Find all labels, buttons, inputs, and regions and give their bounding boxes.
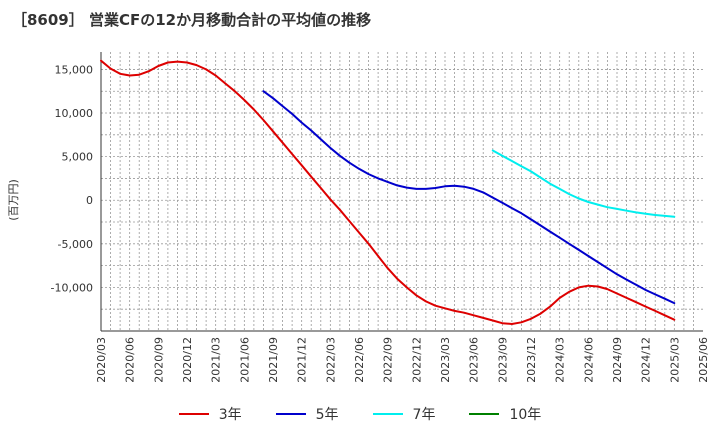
x-tick-label: 2024/06	[582, 337, 595, 383]
x-tick-label: 2024/12	[640, 337, 653, 383]
chart-title: ［8609］ 営業CFの12か月移動合計の平均値の推移	[12, 11, 372, 29]
x-tick-label: 2023/03	[439, 337, 452, 383]
y-tick-label: -5,000	[58, 238, 93, 251]
legend: 3年 5年 7年 10年	[0, 402, 720, 426]
x-tick-label: 2020/06	[124, 337, 137, 383]
axes	[100, 52, 703, 332]
y-tick-label: -10,000	[51, 281, 93, 294]
x-tick-label: 2022/09	[382, 337, 395, 383]
plot-background	[101, 52, 703, 331]
x-tick-label: 2025/03	[668, 337, 681, 383]
x-tick-label: 2024/09	[611, 337, 624, 383]
x-tick-label: 2024/03	[554, 337, 567, 383]
series-line-2	[262, 90, 676, 305]
y-axis-label: (百万円)	[7, 179, 20, 221]
x-tick-label: 2020/12	[181, 337, 194, 383]
x-tick-labels: 2020/03 2020/06 2020/09 2020/12 2021/03 2021/…	[95, 337, 710, 383]
legend-item-2: 5年	[275, 404, 339, 424]
grid	[101, 52, 703, 331]
legend-item-4: 10年	[469, 404, 541, 424]
legend-label: 7年	[412, 407, 436, 423]
x-tick-label: 2023/06	[468, 337, 481, 383]
series-line-3	[491, 149, 676, 218]
legend-label: 3年	[218, 407, 242, 423]
legend-swatch	[372, 413, 403, 415]
x-tick-label: 2021/12	[296, 337, 309, 383]
legend-label: 5年	[315, 407, 339, 423]
x-tick-label: 2021/03	[210, 337, 223, 383]
x-tick-label: 2020/03	[95, 337, 108, 383]
x-tick-label: 2022/12	[410, 337, 423, 383]
x-tick-label: 2022/06	[353, 337, 366, 383]
x-tick-label: 2021/06	[238, 337, 251, 383]
y-tick-label: 10,000	[55, 107, 94, 120]
x-tick-label: 2023/09	[496, 337, 509, 383]
x-tick-label: 2023/12	[525, 337, 538, 383]
legend-label: 10年	[509, 407, 542, 423]
y-tick-label: 0	[86, 194, 93, 207]
y-tick-labels: 15,000 10,000 5,000 0 -5,000 -10,000	[51, 63, 93, 294]
y-tick-label: 15,000	[55, 63, 94, 76]
legend-swatch	[469, 413, 500, 415]
y-tick-label: 5,000	[62, 151, 94, 164]
x-tick-label: 2025/06	[697, 337, 710, 383]
legend-item-3: 7年	[372, 404, 436, 424]
legend-swatch	[275, 413, 306, 415]
series-lines	[100, 59, 676, 325]
x-tick-label: 2020/09	[152, 337, 165, 383]
legend-swatch	[178, 413, 209, 415]
x-tick-label: 2022/03	[324, 337, 337, 383]
x-tick-label: 2021/09	[267, 337, 280, 383]
series-line-1	[100, 59, 676, 325]
legend-item-1: 3年	[178, 404, 242, 424]
